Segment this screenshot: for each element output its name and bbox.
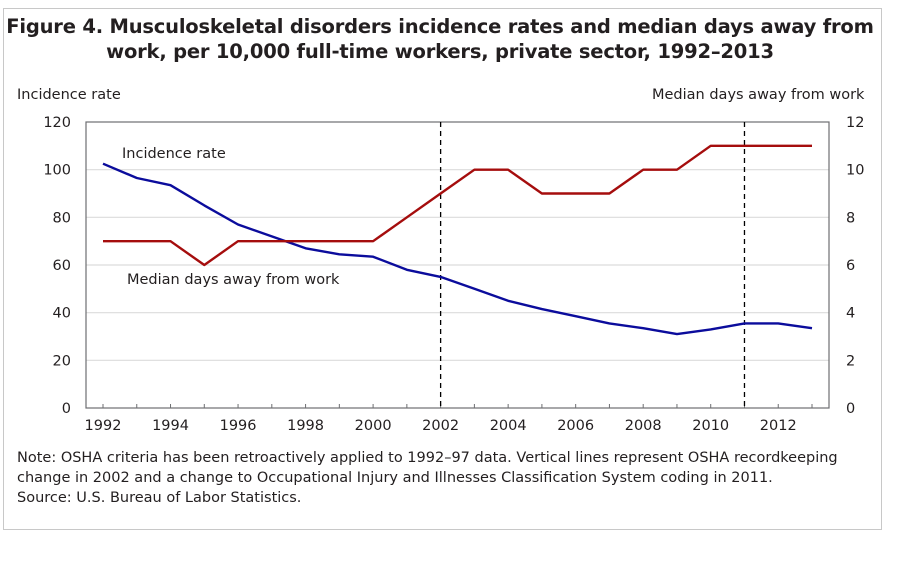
y-axis-left-title: Incidence rate <box>17 87 121 103</box>
chart-title-line-1: Figure 4. Musculoskeletal disorders inci… <box>6 15 874 38</box>
y-left-tick-label: 60 <box>53 258 71 274</box>
y-right-tick-label: 0 <box>846 401 855 417</box>
x-tick-label: 2010 <box>692 418 729 434</box>
y-left-tick-label: 80 <box>53 210 71 226</box>
y-right-tick-label: 8 <box>846 210 855 226</box>
y-left-tick-label: 20 <box>53 353 71 369</box>
x-tick-label: 1992 <box>85 418 122 434</box>
x-tick-label: 2000 <box>355 418 392 434</box>
plot-area-border <box>85 121 830 409</box>
y-right-tick-label: 2 <box>846 353 855 369</box>
x-tick-label: 1998 <box>287 418 324 434</box>
y-left-tick-label: 120 <box>43 115 71 131</box>
y-axis-right-title: Median days away from work <box>652 87 865 103</box>
chart-title: Figure 4. Musculoskeletal disorders inci… <box>0 14 880 64</box>
y-right-tick-label: 10 <box>846 163 864 179</box>
series-label-median-days: Median days away from work <box>127 272 340 288</box>
chart-title-line-2: work, per 10,000 full-time workers, priv… <box>106 40 774 63</box>
series-line-median-days <box>103 144 812 267</box>
note-text: Note: OSHA criteria has been retroactive… <box>17 450 838 486</box>
x-tick-label: 2006 <box>557 418 594 434</box>
y-left-tick-label: 40 <box>53 306 71 322</box>
x-tick-label: 1996 <box>220 418 257 434</box>
source-text: Source: U.S. Bureau of Labor Statistics. <box>17 490 302 506</box>
y-right-tick-label: 12 <box>846 115 864 131</box>
series-label-incidence-rate: Incidence rate <box>122 146 226 162</box>
y-left-tick-label: 0 <box>62 401 71 417</box>
y-right-tick-label: 4 <box>846 306 855 322</box>
x-tick-label: 2012 <box>760 418 797 434</box>
y-right-tick-label: 6 <box>846 258 855 274</box>
series-line-incidence-rate <box>102 162 813 336</box>
x-tick-label: 2008 <box>625 418 662 434</box>
x-tick-label: 2004 <box>490 418 527 434</box>
y-left-tick-label: 100 <box>43 163 71 179</box>
chart-notes: Note: OSHA criteria has been retroactive… <box>17 448 877 508</box>
figure-frame <box>3 8 882 530</box>
x-tick-label: 2002 <box>422 418 459 434</box>
x-tick-label: 1994 <box>152 418 189 434</box>
